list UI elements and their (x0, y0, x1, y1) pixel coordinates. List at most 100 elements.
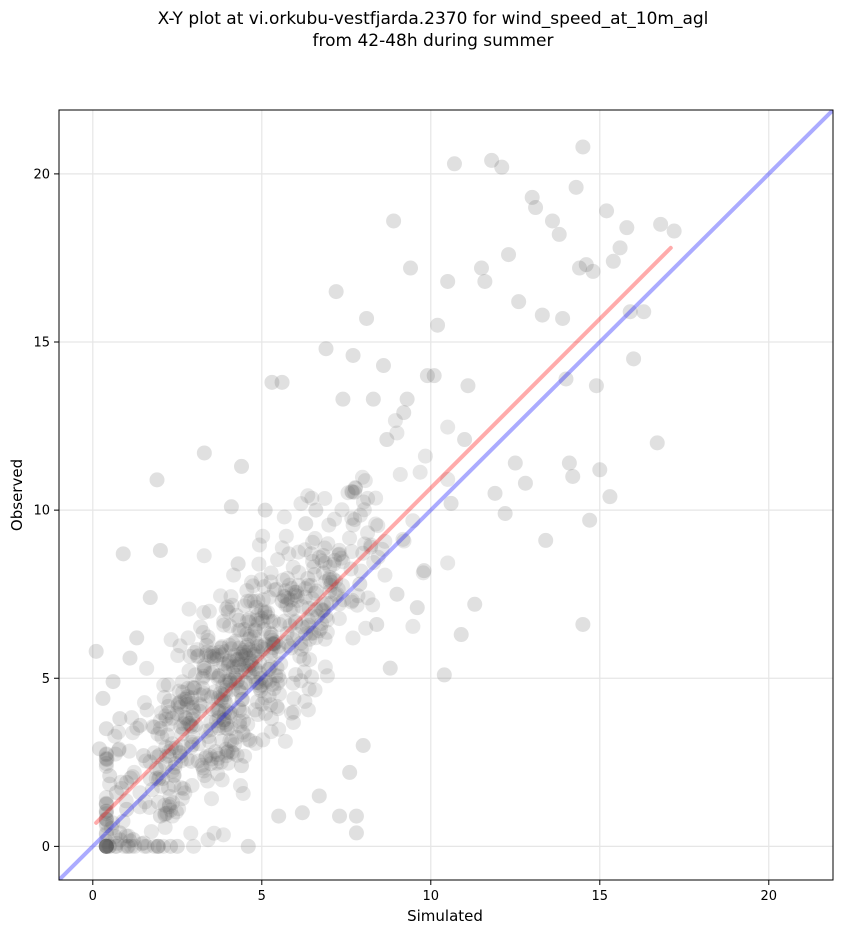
scatter-point (256, 579, 272, 595)
scatter-point (265, 613, 281, 629)
scatter-point (173, 719, 189, 735)
scatter-point (317, 659, 333, 675)
scatter-point (196, 663, 212, 679)
scatter-point (145, 719, 161, 735)
scatter-point (98, 838, 114, 854)
scatter-point (98, 758, 114, 774)
scatter-point (265, 636, 281, 652)
scatter-point (210, 718, 226, 734)
scatter-point (352, 507, 368, 523)
scatter-point (107, 838, 123, 854)
scatter-point (247, 623, 263, 639)
scatter-point (318, 574, 334, 590)
scatter-point (119, 801, 135, 817)
scatter-point (324, 574, 340, 590)
scatter-point (242, 665, 258, 681)
lines-layer (59, 110, 833, 880)
scatter-point (300, 570, 316, 586)
scatter-point (334, 502, 350, 518)
scatter-point (260, 604, 276, 620)
scatter-point (215, 827, 231, 843)
scatter-point (231, 640, 247, 656)
scatter-point (233, 646, 249, 662)
scatter-point (263, 697, 279, 713)
scatter-point (507, 455, 523, 471)
scatter-point (225, 659, 241, 675)
scatter-point (101, 838, 117, 854)
scatter-point (347, 480, 363, 496)
scatter-point (340, 485, 356, 501)
scatter-point (211, 704, 227, 720)
scatter-point (318, 341, 334, 357)
scatter-point (244, 574, 260, 590)
scatter-point (264, 711, 280, 727)
scatter-point (336, 592, 352, 608)
scatter-point (271, 808, 287, 824)
scatter-point (319, 668, 335, 684)
scatter-point (157, 819, 173, 835)
scatter-point (187, 667, 203, 683)
scatter-point (221, 672, 237, 688)
scatter-point (186, 645, 202, 661)
scatter-point (166, 767, 182, 783)
scatter-point (115, 813, 131, 829)
scatter-point (126, 764, 142, 780)
scatter-point (266, 681, 282, 697)
scatter-point (284, 581, 300, 597)
scatter-point (248, 675, 264, 691)
scatter-point (460, 378, 476, 394)
scatter-point (98, 833, 114, 849)
scatter-point (167, 759, 183, 775)
scatter-point (125, 769, 141, 785)
scatter-point (158, 708, 174, 724)
scatter-point (266, 636, 282, 652)
scatter-point (263, 565, 279, 581)
scatter-point (343, 594, 359, 610)
scatter-point (328, 284, 344, 300)
scatter-point (360, 590, 376, 606)
scatter-point (271, 638, 287, 654)
scatter-point (111, 741, 127, 757)
scatter-point (172, 638, 188, 654)
scatter-point (234, 758, 250, 774)
scatter-point (412, 464, 428, 480)
scatter-point (175, 739, 191, 755)
scatter-point (350, 588, 366, 604)
scatter-point (158, 711, 174, 727)
scatter-point (172, 745, 188, 761)
scatter-point (129, 630, 145, 646)
scatter-point (285, 601, 301, 617)
scatter-point (365, 391, 381, 407)
scatter-point (213, 640, 229, 656)
scatter-point (172, 744, 188, 760)
scatter-point (146, 838, 162, 854)
scatter-point (198, 723, 214, 739)
scatter-point (264, 676, 280, 692)
scatter-point (440, 555, 456, 571)
scatter-point (144, 782, 160, 798)
scatter-point (181, 663, 197, 679)
scatter-point (622, 304, 638, 320)
scatter-point (294, 598, 310, 614)
scatter-point (219, 721, 235, 737)
scatter-point (357, 473, 373, 489)
scatter-point (302, 652, 318, 668)
scatter-point (300, 612, 316, 628)
scatter-point (353, 563, 369, 579)
scatter-point (109, 835, 125, 851)
scatter-point (139, 660, 155, 676)
scatter-point (115, 546, 131, 562)
scatter-point (265, 640, 281, 656)
scatter-point (218, 717, 234, 733)
scatter-point (261, 688, 277, 704)
scatter-point (127, 838, 143, 854)
scatter-point (98, 747, 114, 763)
scatter-point (219, 677, 235, 693)
scatter-point (238, 675, 254, 691)
scatter-point (214, 733, 230, 749)
scatter-point (108, 838, 124, 854)
scatter-point (263, 644, 279, 660)
scatter-point (203, 714, 219, 730)
scatter-point (331, 596, 347, 612)
